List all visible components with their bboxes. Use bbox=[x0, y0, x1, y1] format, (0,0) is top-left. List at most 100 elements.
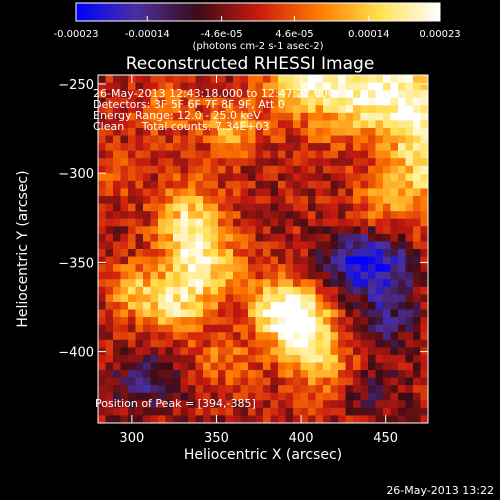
heatmap-cell bbox=[315, 370, 324, 379]
heatmap-cell bbox=[218, 180, 226, 189]
heatmap-cell bbox=[233, 150, 241, 159]
heatmap-cell bbox=[105, 158, 114, 167]
heatmap-cell bbox=[375, 370, 384, 379]
heatmap-cell bbox=[113, 97, 121, 106]
heatmap-cell bbox=[188, 90, 196, 99]
heatmap-cell bbox=[135, 256, 144, 265]
heatmap-cell bbox=[405, 249, 414, 258]
heatmap-cell bbox=[218, 218, 226, 227]
heatmap bbox=[98, 75, 429, 424]
heatmap-cell bbox=[128, 127, 136, 137]
heatmap-cell bbox=[203, 173, 211, 182]
x-tick-label: 350 bbox=[204, 431, 229, 446]
heatmap-cell bbox=[413, 249, 421, 258]
heatmap-cell bbox=[98, 233, 106, 242]
heatmap-cell bbox=[165, 180, 174, 189]
heatmap-cell bbox=[218, 385, 226, 394]
heatmap-cell bbox=[383, 97, 391, 106]
heatmap-cell bbox=[353, 415, 361, 424]
heatmap-cell bbox=[278, 241, 286, 250]
heatmap-cell bbox=[323, 211, 331, 220]
heatmap-cell bbox=[360, 392, 369, 401]
colorbar-tick-label: 0.00023 bbox=[419, 29, 460, 40]
heatmap-cell bbox=[113, 112, 121, 121]
heatmap-cell bbox=[308, 196, 316, 205]
heatmap-cell bbox=[368, 370, 376, 379]
heatmap-cell bbox=[150, 347, 159, 356]
heatmap-cell bbox=[263, 317, 271, 326]
heatmap-cell bbox=[338, 112, 346, 121]
heatmap-cell bbox=[405, 90, 414, 99]
heatmap-cell bbox=[315, 332, 324, 341]
heatmap-cell bbox=[308, 339, 316, 348]
heatmap-cell bbox=[368, 75, 376, 84]
heatmap-cell bbox=[98, 165, 106, 174]
heatmap-cell bbox=[300, 286, 309, 295]
heatmap-cell bbox=[413, 339, 421, 348]
heatmap-cell bbox=[143, 324, 151, 333]
heatmap-cell bbox=[248, 75, 256, 84]
heatmap-cell bbox=[165, 271, 174, 280]
heatmap-cell bbox=[210, 264, 219, 273]
heatmap-cell bbox=[173, 317, 181, 326]
heatmap-cell bbox=[158, 90, 166, 99]
heatmap-cell bbox=[420, 233, 429, 242]
heatmap-cell bbox=[375, 158, 384, 167]
heatmap-cell bbox=[330, 112, 339, 121]
heatmap-cell bbox=[120, 377, 129, 386]
heatmap-cell bbox=[150, 362, 159, 371]
heatmap-cell bbox=[375, 339, 384, 348]
heatmap-cell bbox=[135, 309, 144, 318]
heatmap-cell bbox=[188, 271, 196, 280]
heatmap-cell bbox=[195, 309, 204, 318]
heatmap-cell bbox=[105, 150, 114, 159]
heatmap-cell bbox=[368, 218, 376, 227]
heatmap-cell bbox=[315, 294, 324, 303]
heatmap-cell bbox=[390, 339, 399, 348]
heatmap-cell bbox=[330, 158, 339, 167]
heatmap-cell bbox=[368, 392, 376, 401]
heatmap-cell bbox=[173, 339, 181, 348]
heatmap-cell bbox=[345, 294, 354, 303]
heatmap-cell bbox=[218, 332, 226, 341]
heatmap-cell bbox=[315, 362, 324, 371]
heatmap-cell bbox=[180, 150, 189, 159]
x-axis-ticks: 300 350 400 450 bbox=[119, 75, 398, 446]
heatmap-cell bbox=[135, 218, 144, 227]
heatmap-cell bbox=[180, 143, 189, 152]
heatmap-cell bbox=[218, 90, 226, 99]
heatmap-cell bbox=[368, 249, 376, 258]
heatmap-cell bbox=[113, 256, 121, 265]
heatmap-cell bbox=[270, 241, 279, 250]
heatmap-cell bbox=[195, 392, 204, 401]
heatmap-cell bbox=[315, 165, 324, 174]
heatmap-cell bbox=[135, 370, 144, 379]
heatmap-cell bbox=[293, 211, 301, 220]
heatmap-cell bbox=[98, 203, 106, 212]
heatmap-cell bbox=[158, 286, 166, 295]
heatmap-cell bbox=[150, 112, 159, 121]
heatmap-cell bbox=[113, 203, 121, 212]
heatmap-cell bbox=[158, 135, 166, 144]
heatmap-cell bbox=[270, 75, 279, 84]
heatmap-cell bbox=[240, 392, 249, 401]
heatmap-cell bbox=[128, 324, 136, 333]
heatmap-cell bbox=[360, 362, 369, 371]
heatmap-cell bbox=[233, 218, 241, 227]
heatmap-cell bbox=[300, 415, 309, 424]
heatmap-cell bbox=[420, 332, 429, 341]
heatmap-cell bbox=[233, 226, 241, 235]
heatmap-cell bbox=[420, 203, 429, 212]
heatmap-cell bbox=[188, 354, 196, 363]
heatmap-cell bbox=[398, 150, 406, 159]
heatmap-cell bbox=[405, 332, 414, 341]
heatmap-cell bbox=[338, 264, 346, 273]
heatmap-cell bbox=[383, 377, 391, 386]
heatmap-cell bbox=[98, 127, 106, 137]
heatmap-cell bbox=[143, 143, 151, 152]
heatmap-cell bbox=[270, 362, 279, 371]
heatmap-cell bbox=[158, 309, 166, 318]
heatmap-cell bbox=[398, 271, 406, 280]
heatmap-cell bbox=[180, 339, 189, 348]
heatmap-cell bbox=[383, 158, 391, 167]
